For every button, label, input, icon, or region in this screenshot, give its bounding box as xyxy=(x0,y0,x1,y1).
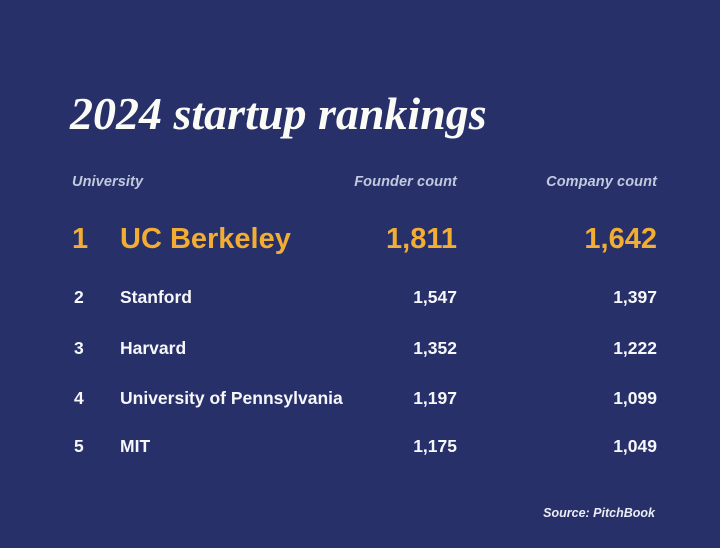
col-header-founder-count: Founder count xyxy=(354,174,457,190)
table-row-harvard: 3 Harvard 1,352 1,222 xyxy=(72,336,657,360)
founder-count-cell: 1,547 xyxy=(413,287,457,307)
table-row-stanford: 2 Stanford 1,547 1,397 xyxy=(72,285,657,309)
rank-cell: 3 xyxy=(74,338,84,358)
university-cell: University of Pennsylvania xyxy=(120,388,343,408)
founder-count-cell: 1,175 xyxy=(413,436,457,456)
company-count-cell: 1,642 xyxy=(584,223,657,255)
company-count-cell: 1,099 xyxy=(613,388,657,408)
col-header-university: University xyxy=(72,174,144,190)
company-count-cell: 1,222 xyxy=(613,338,657,358)
table-row-upenn: 4 University of Pennsylvania 1,197 1,099 xyxy=(72,386,657,410)
founder-count-cell: 1,811 xyxy=(386,223,457,255)
source-attribution: Source: PitchBook xyxy=(543,506,655,520)
rank-cell: 1 xyxy=(72,223,89,255)
rank-cell: 2 xyxy=(74,287,84,307)
university-cell: MIT xyxy=(120,436,151,456)
company-count-cell: 1,397 xyxy=(613,287,657,307)
founder-count-cell: 1,197 xyxy=(413,388,457,408)
university-cell: Stanford xyxy=(120,287,192,307)
table-row-mit: 5 MIT 1,175 1,049 xyxy=(72,434,657,458)
table-header-row: University Founder count Company count xyxy=(72,172,657,192)
col-header-company-count: Company count xyxy=(546,174,657,190)
university-cell: UC Berkeley xyxy=(120,223,291,255)
table-row-uc-berkeley: 1 UC Berkeley 1,811 1,642 xyxy=(72,221,657,257)
page-title: 2024 startup rankings xyxy=(70,87,487,139)
rank-cell: 4 xyxy=(74,388,84,408)
university-cell: Harvard xyxy=(120,338,187,358)
rank-cell: 5 xyxy=(74,436,84,456)
company-count-cell: 1,049 xyxy=(613,436,657,456)
founder-count-cell: 1,352 xyxy=(413,338,457,358)
